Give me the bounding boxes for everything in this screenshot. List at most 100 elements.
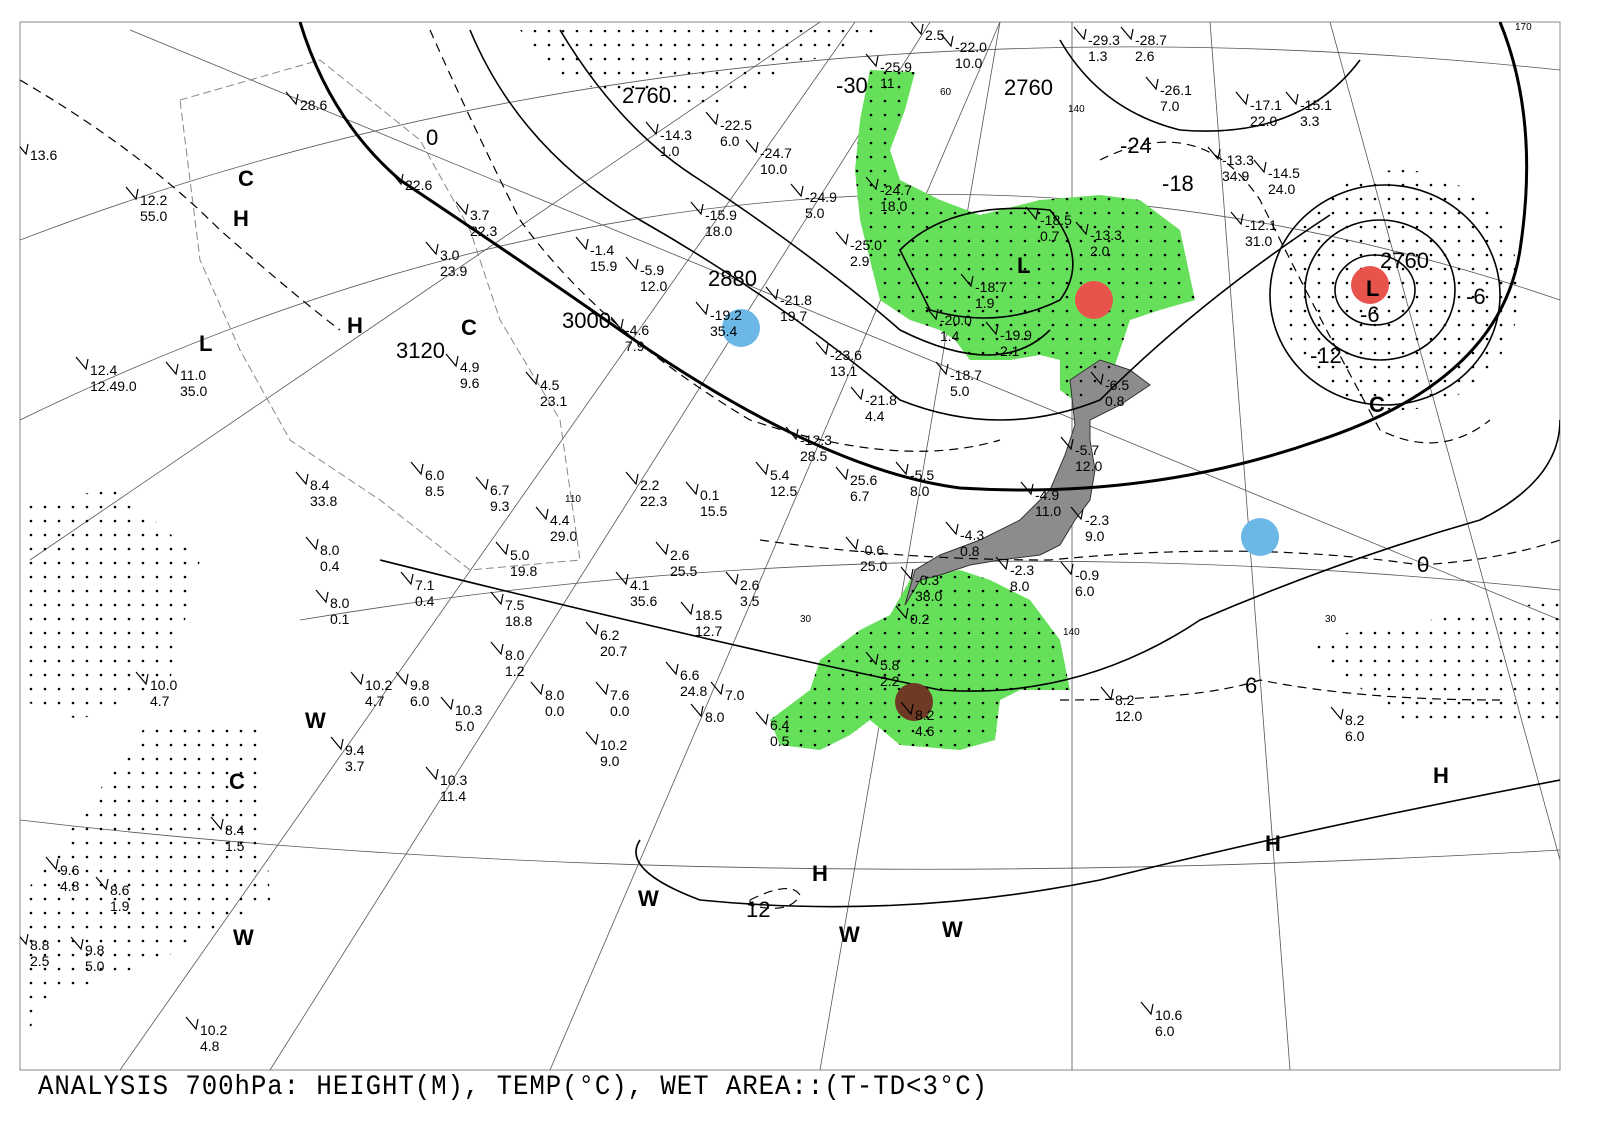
wind-barb-icon (495, 541, 509, 556)
dewpoint-depression-value: 1.9 (975, 295, 995, 311)
grid-label: 140 (1068, 104, 1085, 115)
dewpoint-depression-value: 29.0 (550, 528, 577, 544)
station-plot: 28.6 (285, 91, 327, 113)
temperature-value: 8.2 (1115, 692, 1135, 708)
wind-barb-icon (850, 386, 864, 401)
station-plot: 25.66.7 (835, 466, 877, 504)
height-labels: 3120 3000 2880 2760 2760 2760 (396, 75, 1429, 363)
grid-label: 110 (565, 494, 581, 505)
pressure-system-labels: H H L C C W W C H W W W H H L L C (199, 166, 1449, 950)
height-contours (298, 22, 1560, 908)
temperature-value: -5.5 (910, 467, 934, 483)
wind-barb-icon (945, 521, 959, 536)
temperature-value: -19.2 (710, 307, 742, 323)
temperature-value: 2.6 (740, 577, 760, 593)
wind-barb-icon (895, 605, 909, 620)
temperature-value: 4.5 (540, 377, 560, 393)
warm-label: W (233, 925, 254, 950)
station-plot: 7.60.0 (595, 681, 630, 719)
temperature-value: 18.5 (695, 607, 722, 623)
cold-label: C (1369, 392, 1385, 417)
station-plot: -0.338.0 (900, 566, 942, 604)
temperature-value: 10.2 (200, 1022, 227, 1038)
wind-barb-icon (625, 256, 639, 271)
wind-barb-icon (625, 471, 639, 486)
temperature-value: 0.2 (910, 611, 930, 627)
station-plot: 8.0 (690, 703, 725, 725)
temp-label: 12 (746, 897, 770, 922)
station-plot: -0.96.0 (1060, 561, 1099, 599)
dewpoint-depression-value: 1.3 (1088, 48, 1108, 64)
high-label: H (1433, 763, 1449, 788)
wind-barb-icon (835, 231, 849, 246)
wind-barb-icon (330, 736, 344, 751)
temperature-value: -19.9 (1000, 327, 1032, 343)
height-label: 2880 (708, 266, 757, 291)
wind-barb-icon (645, 121, 659, 136)
temperature-value: 2.5 (925, 27, 945, 43)
dewpoint-depression-value: 1.9 (110, 898, 130, 914)
dewpoint-depression-value: 10.0 (760, 161, 787, 177)
station-plot: 3.023.9 (425, 241, 467, 279)
red-marker (1351, 266, 1389, 304)
dewpoint-depression-value: 9.0 (600, 753, 620, 769)
temperature-value: 6.6 (680, 667, 700, 683)
dewpoint-depression-value: 5.0 (805, 205, 825, 221)
wind-barb-icon (710, 681, 724, 696)
wind-barb-icon (125, 186, 139, 201)
temperature-value: -0.9 (1075, 567, 1099, 583)
wind-barb-icon (610, 316, 624, 331)
dewpoint-depression-value: 28.5 (800, 448, 827, 464)
temperature-value: -24.7 (760, 145, 792, 161)
station-plot: -29.31.3 (1073, 26, 1120, 64)
wind-barb-icon (185, 1016, 199, 1031)
wind-barb-icon (725, 571, 739, 586)
station-plot: -21.819.7 (765, 286, 812, 324)
wind-barb-icon (1073, 26, 1087, 41)
dewpoint-depression-value: 1.2 (505, 663, 525, 679)
dewpoint-depression-value: 0.4 (320, 558, 340, 574)
temperature-value: -2.3 (1010, 562, 1034, 578)
wind-barb-icon (20, 143, 29, 156)
station-plot: -4.67.9 (610, 316, 649, 354)
temperature-value: -12.1 (1245, 217, 1277, 233)
temperature-value: -14.5 (1268, 165, 1300, 181)
temperature-value: 8.2 (915, 707, 935, 723)
station-plot: 8.00.4 (305, 536, 340, 574)
wind-barb-icon (900, 701, 914, 716)
station-plot: -4.911.0 (1020, 481, 1061, 519)
wind-barb-icon (785, 426, 799, 441)
temperature-value: -18.7 (975, 279, 1007, 295)
wind-barb-icon (165, 361, 179, 376)
station-plot: 5.412.5 (755, 461, 797, 499)
wind-barb-icon (765, 286, 779, 301)
dewpoint-depression-value: 31.0 (1245, 233, 1272, 249)
station-plot: 18.512.7 (680, 601, 722, 639)
dewpoint-depression-value: 12.0 (640, 278, 667, 294)
wind-barb-icon (895, 461, 909, 476)
wind-barb-icon (400, 571, 414, 586)
station-plot: 6.220.7 (585, 621, 627, 659)
station-plot: 7.518.8 (490, 591, 532, 629)
dewpoint-depression-value: 38.0 (915, 588, 942, 604)
wind-barb-icon (210, 816, 224, 831)
temperature-value: -22.5 (720, 117, 752, 133)
station-plot: 6.40.5 (755, 711, 790, 749)
station-plot: 22.6 (390, 171, 432, 193)
station-plot: 10.35.0 (440, 696, 482, 734)
temperature-value: 10.2 (600, 737, 627, 753)
temperature-value: 9.6 (60, 862, 80, 878)
wind-barb-icon (1075, 221, 1089, 236)
station-plot: -12.328.5 (785, 426, 832, 464)
temperature-value: -18.7 (950, 367, 982, 383)
temperature-value: 8.2 (1345, 712, 1365, 728)
dewpoint-depression-value: 35.0 (180, 383, 207, 399)
temperature-value: 6.0 (425, 467, 445, 483)
temperature-value: -22.0 (955, 39, 987, 55)
temp-label: 6 (1245, 673, 1257, 698)
temperature-value: 0.1 (700, 487, 720, 503)
dewpoint-depression-value: 24.0 (1268, 181, 1295, 197)
temperature-value: 8.0 (545, 687, 565, 703)
temperature-value: -28.7 (1135, 32, 1167, 48)
station-plot: 12.255.0 (125, 186, 167, 224)
